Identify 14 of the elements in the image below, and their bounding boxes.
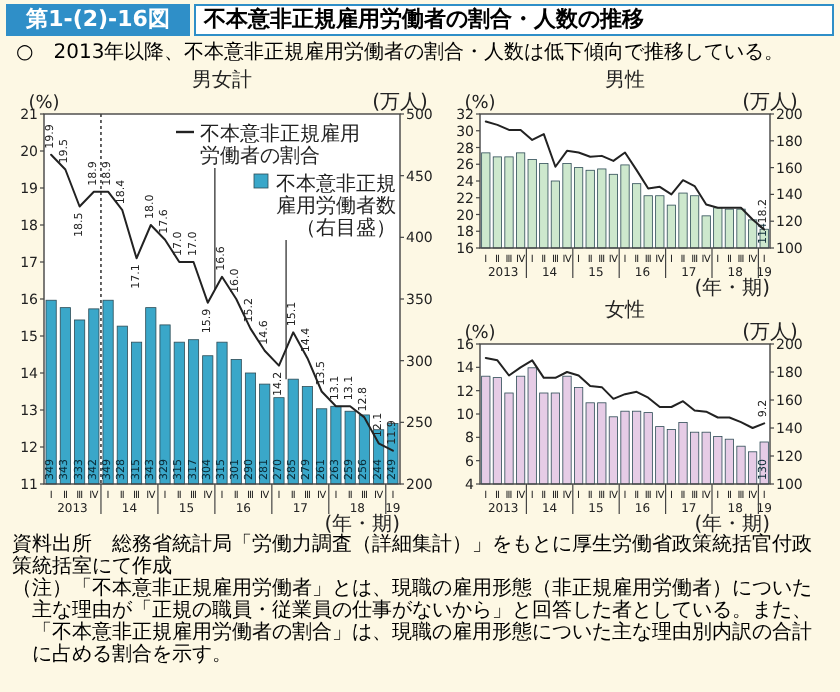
text: ○ 2013年以降、不本意非正規雇用労働者の割合・人数は低下傾向で推移している。 xyxy=(16,42,787,66)
legend-label: 不本意非正規雇用労働者の割合 xyxy=(200,122,360,168)
chart-title: 男女計 xyxy=(192,68,252,92)
x-axis-title: (年・期) xyxy=(694,512,771,536)
text: 不本意非正規雇用労働者の割合・人数の推移 xyxy=(194,4,834,36)
x-axis-title: (年・期) xyxy=(324,512,401,536)
text: 資料出所 総務省統計局「労働力調査（詳細集計）」をもとに厚生労働省政策統括官付政策統括室にて作成 xyxy=(12,534,814,578)
text: 第1-(2)-16図 xyxy=(6,4,190,36)
line-series xyxy=(484,357,766,429)
chart-title: 男性 xyxy=(605,68,645,92)
x-axis-title: (年・期) xyxy=(694,276,771,300)
text: （注）「不本意非正規雇用労働者」とは、現職の雇用形態（非正規雇用労働者）についた主な理由が「正規の職員・従業員の仕事がないから」と回答した者としている。また、「不本意非正規雇用労働者の割合」は、現職の雇用形態についた主な理由別内訳の合計に占める割合を示す。 xyxy=(12,578,814,666)
chart-title: 女性 xyxy=(605,298,645,322)
legend-label: 不本意非正規雇用労働者数（右目盛） xyxy=(276,172,396,240)
